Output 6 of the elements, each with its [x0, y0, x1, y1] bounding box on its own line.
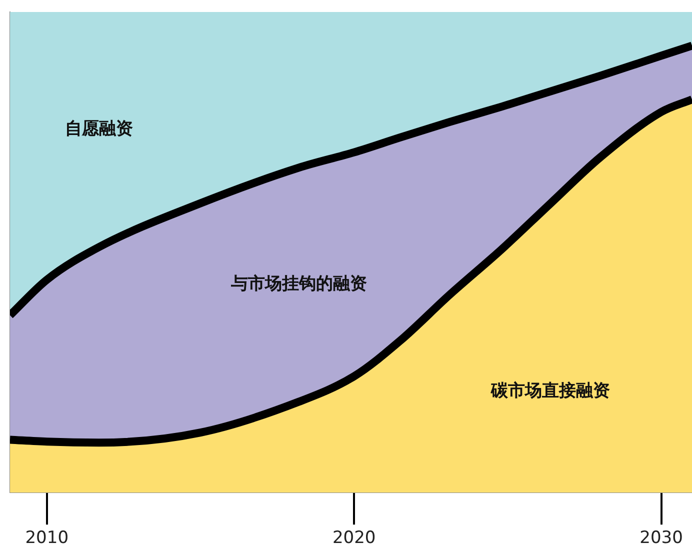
x-tick-label: 2030	[640, 528, 683, 548]
series-label: 与市场挂钩的融资	[230, 274, 367, 294]
series-label: 自愿融资	[65, 118, 134, 139]
x-tick-label: 2010	[25, 528, 68, 548]
x-tick-label: 2020	[332, 528, 376, 548]
series-label: 碳市场直接融资	[490, 380, 610, 401]
